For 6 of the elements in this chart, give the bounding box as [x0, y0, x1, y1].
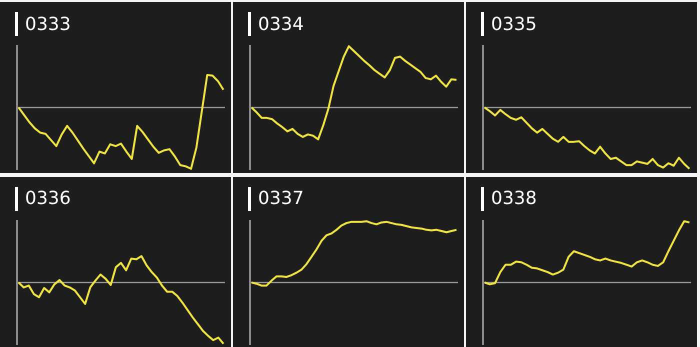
chart-title: 0337 — [258, 188, 304, 209]
chart-title: 0335 — [491, 14, 537, 34]
chart-title: 0333 — [25, 14, 71, 34]
chart-title: 0338 — [491, 188, 537, 209]
chart-title: 0334 — [258, 14, 304, 34]
chart-title: 0336 — [25, 188, 71, 209]
